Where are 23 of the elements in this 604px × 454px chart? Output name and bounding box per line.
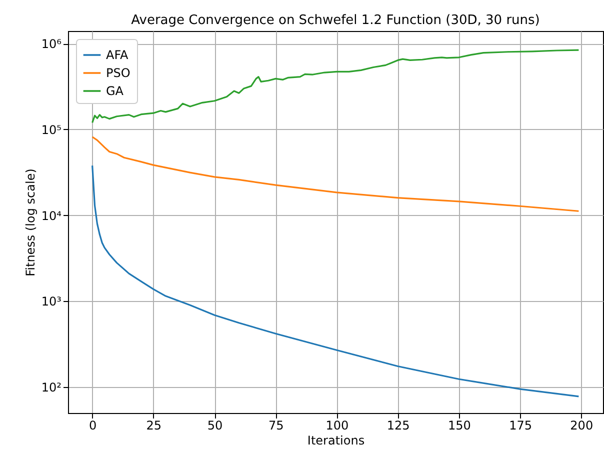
x-tick-label: 150 xyxy=(448,418,471,432)
legend-label: GA xyxy=(106,84,124,98)
x-tick-label: 125 xyxy=(386,418,410,432)
x-axis-title: Iterations xyxy=(307,434,365,448)
legend-label: AFA xyxy=(106,48,130,62)
y-tick-label: 10⁵ xyxy=(41,122,62,137)
x-tick-label: 175 xyxy=(509,418,532,432)
x-tick-label: 75 xyxy=(268,418,284,432)
line-series xyxy=(92,164,580,398)
y-tick-label: 10³ xyxy=(41,294,62,309)
x-tick-label: 200 xyxy=(570,418,594,432)
line-series xyxy=(92,136,580,212)
legend-label: PSO xyxy=(106,66,130,80)
chart-title: Average Convergence on Schwefel 1.2 Function (30D, 30 runs) xyxy=(131,13,540,28)
x-tick-label: 0 xyxy=(89,418,97,432)
y-tick-label: 10⁴ xyxy=(41,208,62,223)
y-tick-label: 10⁶ xyxy=(41,37,62,52)
y-tick-label: 10² xyxy=(41,380,62,395)
x-tick-label: 50 xyxy=(207,418,223,432)
y-axis-title: Fitness (log scale) xyxy=(23,168,38,276)
x-tick-label: 100 xyxy=(326,418,349,432)
line-series xyxy=(92,49,580,124)
x-tick-label: 25 xyxy=(146,418,162,432)
